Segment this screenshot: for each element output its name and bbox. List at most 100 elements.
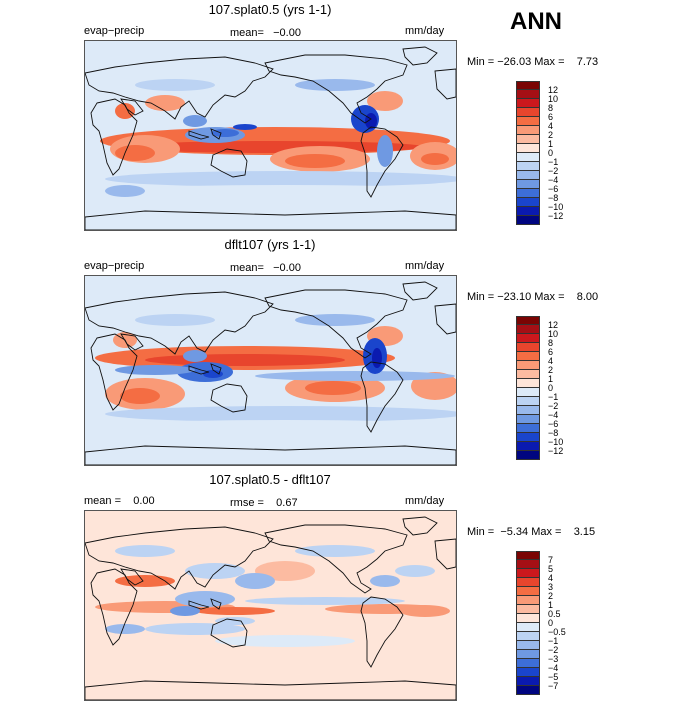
- map-canvas: [85, 511, 456, 700]
- min-max-stats: Min = −23.10 Max = 8.00: [467, 291, 599, 303]
- coastline: [434, 303, 456, 335]
- contour-region: [145, 95, 185, 111]
- colorbar-cell: [516, 650, 540, 659]
- contour-region: [105, 185, 145, 197]
- contour-region: [215, 617, 255, 625]
- contour-region: [105, 624, 145, 634]
- colorbar-tick-label: −4: [548, 410, 559, 420]
- coastline: [188, 128, 222, 140]
- center-label: rmse = 0.67: [230, 497, 298, 509]
- map-canvas: [85, 41, 456, 230]
- coastline: [210, 383, 248, 413]
- contour-region: [215, 635, 355, 647]
- contour-region: [145, 354, 345, 366]
- contour-region: [183, 115, 207, 127]
- colorbar-cell: [516, 361, 540, 370]
- contour-region: [120, 388, 160, 404]
- colorbar-tick-label: 2: [548, 365, 554, 375]
- contour-region: [421, 153, 449, 165]
- colorbar-cell: [516, 334, 540, 343]
- colorbar-cell: [516, 343, 540, 352]
- colorbar-cell: [516, 81, 540, 90]
- coastline: [120, 98, 144, 116]
- contour-region: [115, 575, 175, 587]
- colorbar-tick-label: 2: [548, 591, 554, 601]
- colorbar-tick-label: −1: [548, 392, 559, 402]
- contour-region: [372, 348, 382, 368]
- colorbar-cell: [516, 406, 540, 415]
- colorbar-tick-label: −2: [548, 401, 559, 411]
- coastline: [188, 363, 222, 375]
- coastline: [434, 538, 456, 570]
- units-label: mm/day: [405, 25, 445, 37]
- colorbar-cell: [516, 216, 540, 225]
- colorbar-cell: [516, 569, 540, 578]
- colorbar-tick-label: −6: [548, 184, 559, 194]
- contour-region: [105, 171, 456, 187]
- colorbar-cell: [516, 207, 540, 216]
- contour-region: [195, 607, 275, 615]
- center-label: mean= −0.00: [230, 27, 301, 39]
- colorbar-cell: [516, 126, 540, 135]
- colorbar-tick-label: −4: [548, 175, 559, 185]
- colorbar: [516, 316, 540, 460]
- contour-region: [370, 575, 400, 587]
- coastline: [85, 445, 456, 465]
- colorbar-tick-label: 12: [548, 320, 559, 330]
- coastline: [85, 56, 274, 120]
- colorbar-cell: [516, 415, 540, 424]
- contour-region: [245, 597, 405, 605]
- colorbar-tick-label: −8: [548, 193, 559, 203]
- coastline: [188, 598, 222, 610]
- map-canvas: [85, 276, 456, 465]
- contour-region: [367, 91, 403, 111]
- units-label: mm/day: [405, 260, 445, 272]
- colorbar-tick-label: 1: [548, 374, 554, 384]
- colorbar-tick-label: 12: [548, 85, 559, 95]
- colorbar-tick-label: −2: [548, 166, 559, 176]
- colorbar-tick-label: 2: [548, 130, 554, 140]
- contour-region: [185, 563, 245, 579]
- colorbar-cell: [516, 632, 540, 641]
- left-label: mean = 0.00: [84, 495, 155, 507]
- colorbar-tick-label: 8: [548, 103, 554, 113]
- colorbar-tick-label: 6: [548, 347, 554, 357]
- colorbar-tick-label: −4: [548, 663, 559, 673]
- colorbar-cell: [516, 560, 540, 569]
- contour-region: [175, 591, 235, 607]
- colorbar-cell: [516, 605, 540, 614]
- contour-region: [295, 545, 375, 557]
- contour-map: [84, 510, 457, 701]
- contour-region: [135, 314, 215, 326]
- contour-map: [84, 275, 457, 466]
- colorbar-tick-label: −2: [548, 645, 559, 655]
- contour-region: [295, 314, 375, 326]
- colorbar-cell: [516, 90, 540, 99]
- colorbar-tick-label: −1: [548, 636, 559, 646]
- colorbar-cell: [516, 325, 540, 334]
- colorbar-cell: [516, 659, 540, 668]
- coastline: [264, 289, 408, 359]
- colorbar: [516, 81, 540, 225]
- colorbar-cell: [516, 623, 540, 632]
- colorbar-cell: [516, 433, 540, 442]
- contour-region: [115, 545, 175, 557]
- coastline: [120, 333, 144, 351]
- contour-region: [285, 154, 345, 168]
- colorbar-tick-label: 8: [548, 338, 554, 348]
- coastline: [120, 568, 144, 586]
- coastline: [85, 291, 274, 355]
- colorbar-cell: [516, 388, 540, 397]
- colorbar-cell: [516, 162, 540, 171]
- center-label: mean= −0.00: [230, 262, 301, 274]
- colorbar-tick-label: 5: [548, 564, 554, 574]
- colorbar-tick-label: −10: [548, 437, 564, 447]
- colorbar-tick-label: 7: [548, 555, 554, 565]
- colorbar-tick-label: 4: [548, 573, 554, 583]
- units-label: mm/day: [405, 495, 445, 507]
- colorbar-cell: [516, 596, 540, 605]
- colorbar-tick-label: −10: [548, 202, 564, 212]
- left-label: evap−precip: [84, 25, 145, 37]
- chart-title: dflt107 (yrs 1-1): [224, 237, 316, 252]
- colorbar-tick-label: 10: [548, 94, 559, 104]
